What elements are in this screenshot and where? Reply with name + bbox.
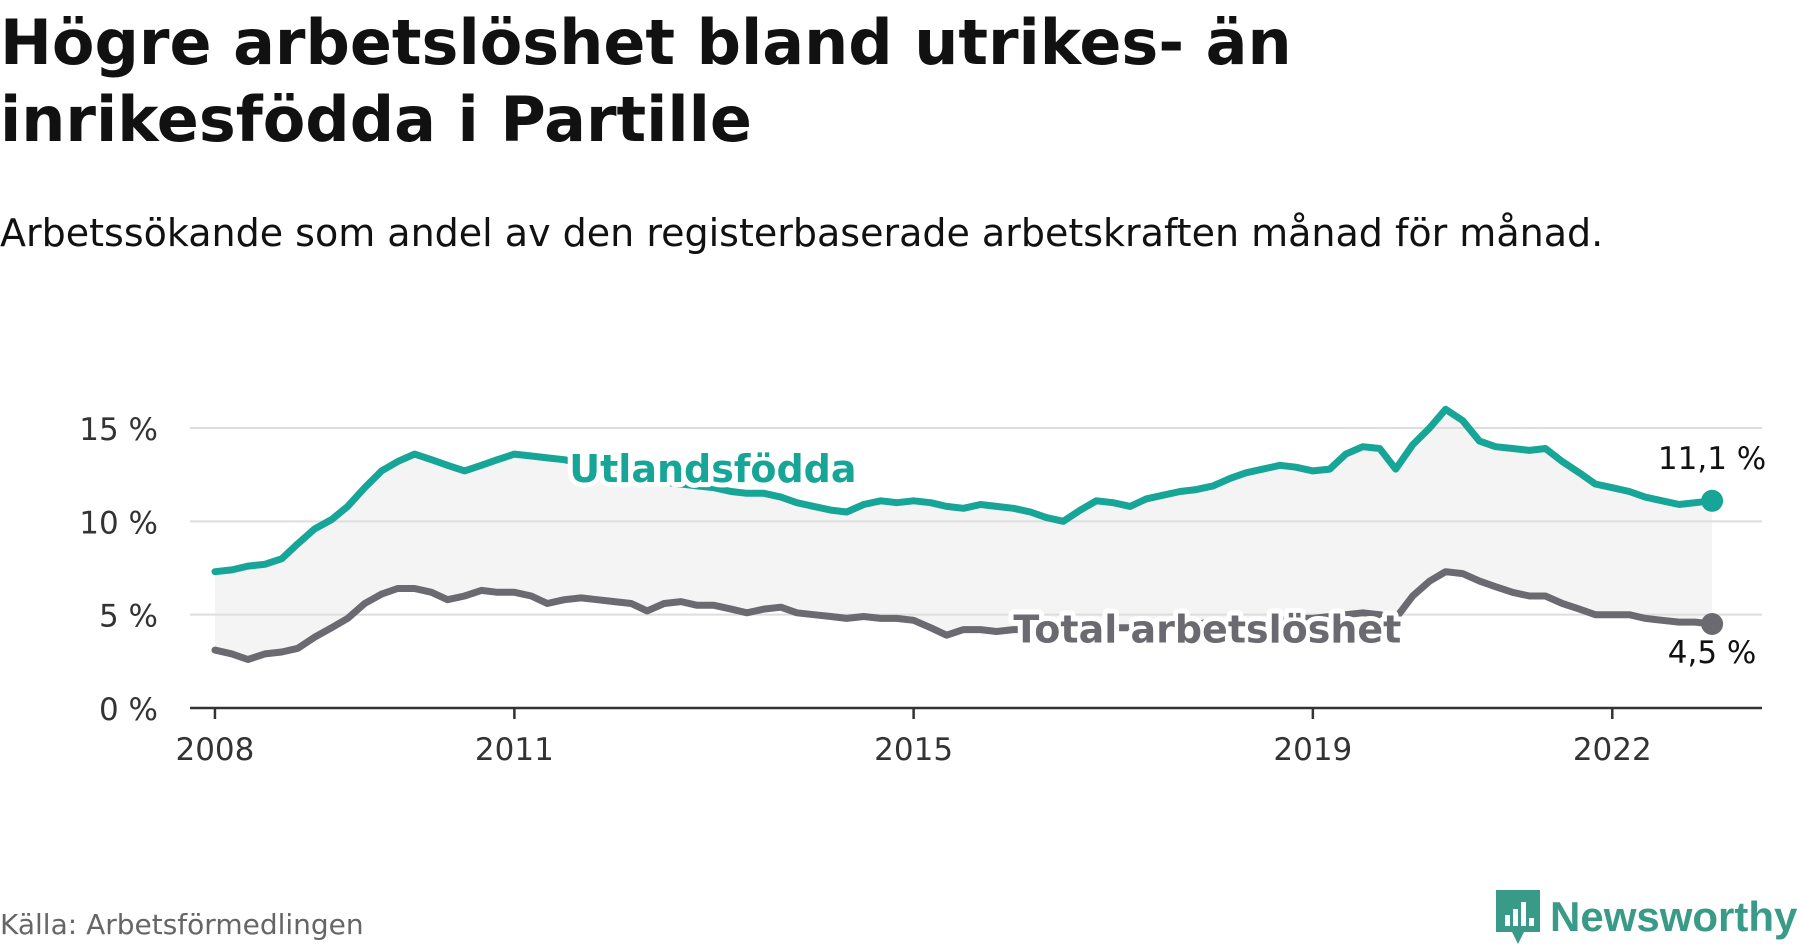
newsworthy-logo-icon [1496,890,1540,944]
x-tick-label: 2022 [1573,732,1652,768]
y-tick-label: 0 % [99,692,158,728]
series-label-utlandsfodda: Utlandsfödda [569,447,856,491]
chart-subtitle: Arbetssökande som andel av den registerb… [0,211,1604,255]
end-label-total: 4,5 % [1668,635,1757,671]
grid-layer: 0 % 5 % 10 % 15 % 2008 2011 2015 2019 2022 [79,412,1762,768]
y-tick-label: 15 % [79,412,158,448]
series-label-total: Total arbetslöshet [1013,608,1401,652]
x-tick-label: 2019 [1273,732,1352,768]
series-line-utlandsfodda [211,405,1716,576]
series-line-total [211,568,1716,663]
label-layer: Utlandsfödda Total arbetslöshet 11,1 % 4,5 … [564,441,1766,671]
x-tick-label: 2008 [175,732,254,768]
y-tick-label: 5 % [99,599,158,635]
x-tick-label: 2011 [475,732,554,768]
newsworthy-brand[interactable]: Newsworthy [1494,888,1797,946]
end-marker-total [1701,613,1724,635]
end-label-utlandsfodda: 11,1 % [1658,441,1766,477]
line-layer [211,405,1724,663]
chart-title: Högre arbetslöshet bland utrikes- än inr… [0,6,1292,156]
y-tick-label: 10 % [79,505,158,541]
brand-name: Newsworthy [1550,893,1798,940]
x-tick-label: 2015 [874,732,953,768]
end-marker-utlandsfodda [1701,489,1724,512]
source-note: Källa: Arbetsförmedlingen [0,908,364,941]
